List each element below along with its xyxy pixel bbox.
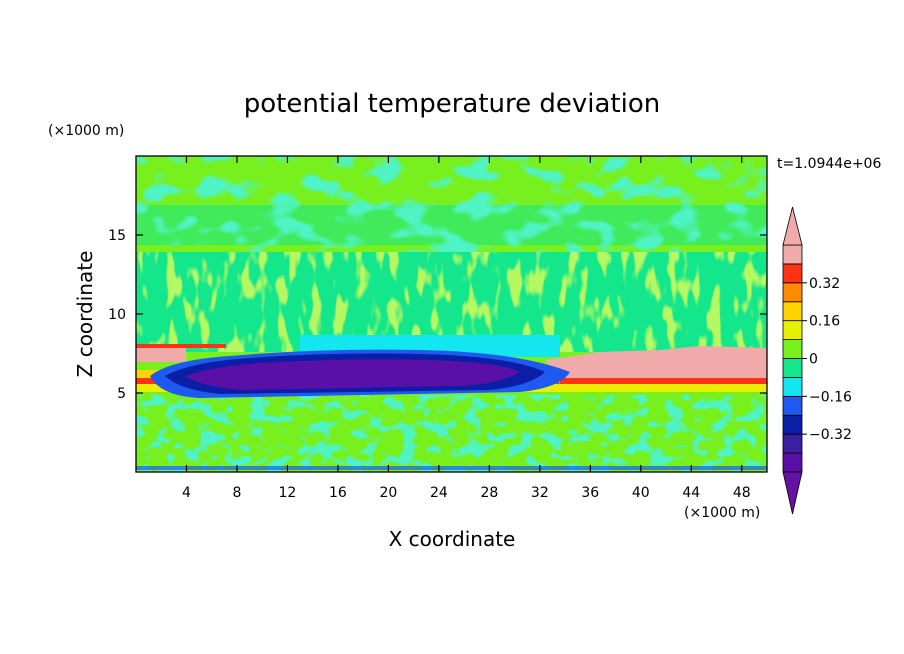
x-tick-label: 28 — [480, 485, 498, 501]
colorbar-label: 0 — [809, 352, 818, 368]
right-red-line — [560, 378, 767, 384]
colorbar-swatch — [782, 320, 803, 340]
colorbar-swatch — [782, 244, 803, 265]
colorbar-label: 0.16 — [809, 314, 840, 330]
x-axis-label: X coordinate — [389, 527, 516, 551]
x-tick-label: 40 — [632, 485, 650, 501]
colorbar-swatch — [782, 377, 803, 397]
colorbar-label: −0.16 — [809, 389, 852, 405]
x-tick-label: 32 — [531, 485, 549, 501]
colorbar-swatch — [782, 339, 803, 359]
cold-pool-core — [185, 359, 520, 390]
left-red-line — [136, 344, 226, 348]
left-pink — [136, 348, 186, 362]
lower-noise — [136, 395, 767, 472]
colorbar-swatch — [782, 414, 803, 435]
x-tick-label: 12 — [279, 485, 297, 501]
y-unit-label: (×1000 m) — [48, 123, 124, 139]
x-tick-label: 8 — [232, 485, 241, 501]
x-tick-label: 24 — [430, 485, 448, 501]
colorbar-swatch — [782, 433, 803, 454]
y-axis-label: Z coordinate — [73, 251, 97, 378]
x-tick-label: 36 — [581, 485, 599, 501]
colorbar-swatch — [782, 301, 803, 322]
y-ticks: 5 10 15 — [108, 228, 767, 402]
colorbar-swatch — [782, 452, 803, 473]
colorbar-swatch — [782, 358, 803, 378]
x-tick-label: 20 — [379, 485, 397, 501]
colorbar-low-extension — [782, 471, 803, 515]
colorbar-high-extension — [782, 206, 803, 246]
time-label: t=1.0944e+06 — [777, 156, 881, 172]
chart-title: potential temperature deviation — [244, 89, 660, 119]
colorbar: −0.32 −0.16 0 0.16 0.32 — [782, 206, 852, 515]
colorbar-swatch — [782, 282, 803, 303]
bottom-band — [136, 466, 767, 470]
right-pink — [545, 346, 767, 384]
x-tick-label: 4 — [182, 485, 191, 501]
x-tick-label: 16 — [329, 485, 347, 501]
y-tick-label: 10 — [108, 307, 126, 323]
x-unit-label: (×1000 m) — [684, 505, 760, 521]
contour-field — [136, 156, 767, 472]
colorbar-label: −0.32 — [809, 427, 852, 443]
upper-noise — [136, 156, 767, 256]
x-tick-label: 44 — [682, 485, 700, 501]
colorbar-swatch — [782, 263, 803, 284]
x-tick-label: 48 — [733, 485, 751, 501]
y-tick-label: 5 — [117, 386, 126, 402]
x-ticks: 4 8 12 16 20 24 28 32 36 40 44 48 — [182, 156, 751, 501]
colorbar-swatch — [782, 395, 803, 416]
y-tick-label: 15 — [108, 228, 126, 244]
colorbar-label: 0.32 — [809, 276, 840, 292]
